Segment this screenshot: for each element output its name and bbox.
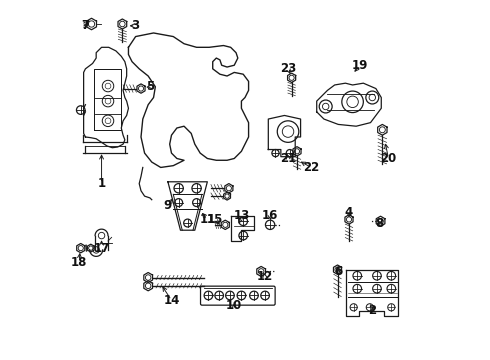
Text: 19: 19 <box>351 59 368 72</box>
Text: 2: 2 <box>368 305 376 318</box>
Text: 10: 10 <box>226 299 243 312</box>
Text: 18: 18 <box>71 256 88 269</box>
Text: 17: 17 <box>94 242 110 255</box>
Text: 5: 5 <box>146 80 154 93</box>
Text: 8: 8 <box>375 216 384 230</box>
Text: 4: 4 <box>345 206 353 219</box>
Text: 6: 6 <box>334 265 343 278</box>
Text: 16: 16 <box>262 210 278 222</box>
Text: 13: 13 <box>233 210 249 222</box>
Text: 3: 3 <box>131 19 140 32</box>
Text: 22: 22 <box>303 161 319 174</box>
Text: 14: 14 <box>163 294 180 307</box>
Text: 12: 12 <box>257 270 273 283</box>
Text: 7: 7 <box>81 19 90 32</box>
Text: 11: 11 <box>199 213 216 226</box>
Text: 23: 23 <box>280 62 296 75</box>
Text: 9: 9 <box>164 199 172 212</box>
Text: 20: 20 <box>380 152 396 165</box>
Text: 21: 21 <box>280 152 296 165</box>
Text: 1: 1 <box>98 177 106 190</box>
Text: 15: 15 <box>206 213 223 226</box>
